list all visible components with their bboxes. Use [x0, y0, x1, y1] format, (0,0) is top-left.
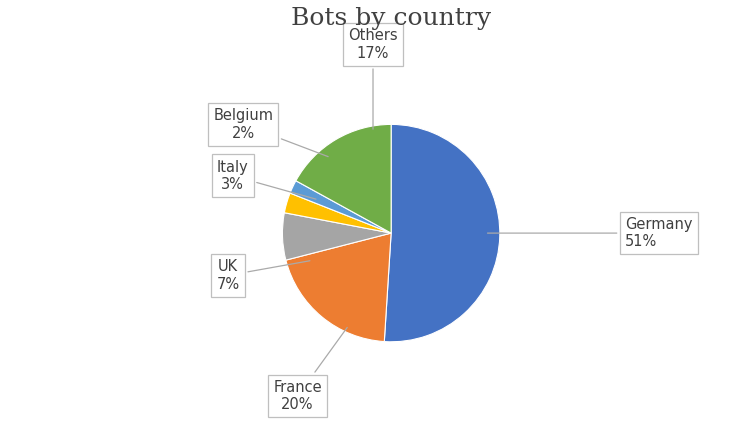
Text: Belgium
2%: Belgium 2%: [213, 108, 328, 157]
Text: UK
7%: UK 7%: [217, 259, 310, 292]
Wedge shape: [384, 124, 500, 342]
Wedge shape: [296, 124, 391, 233]
Text: France
20%: France 20%: [273, 327, 347, 412]
Title: Bots by country: Bots by country: [291, 7, 491, 30]
Text: Others
17%: Others 17%: [348, 28, 398, 129]
Wedge shape: [285, 193, 391, 233]
Wedge shape: [282, 213, 391, 260]
Wedge shape: [286, 233, 391, 341]
Text: Germany
51%: Germany 51%: [487, 217, 693, 249]
Text: Italy
3%: Italy 3%: [217, 159, 316, 199]
Wedge shape: [290, 181, 391, 233]
